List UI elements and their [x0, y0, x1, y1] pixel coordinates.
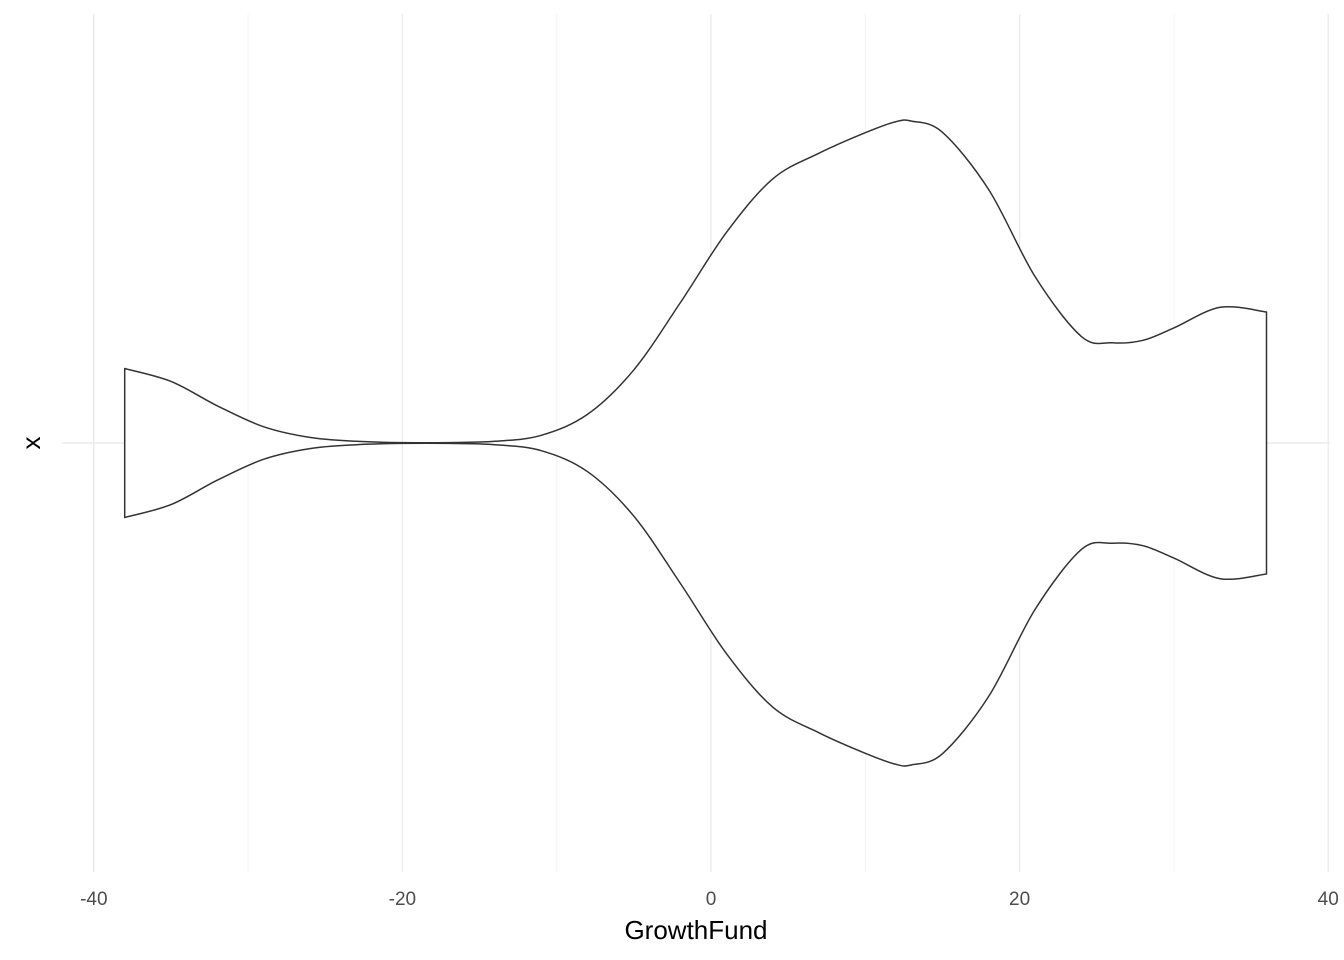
x-tick-label: 0 [706, 889, 717, 910]
x-tick-label: -20 [389, 889, 416, 910]
violin-x [123, 119, 1268, 767]
x-tick-label: 40 [1318, 889, 1339, 910]
x-tick-label: 20 [1009, 889, 1030, 910]
violin-marks [123, 119, 1268, 767]
y-axis-title: x [16, 437, 46, 450]
x-axis-title: GrowthFund [624, 915, 767, 945]
x-axis-ticks: -40 -20 0 20 40 [80, 889, 1339, 910]
x-tick-label: -40 [80, 889, 107, 910]
